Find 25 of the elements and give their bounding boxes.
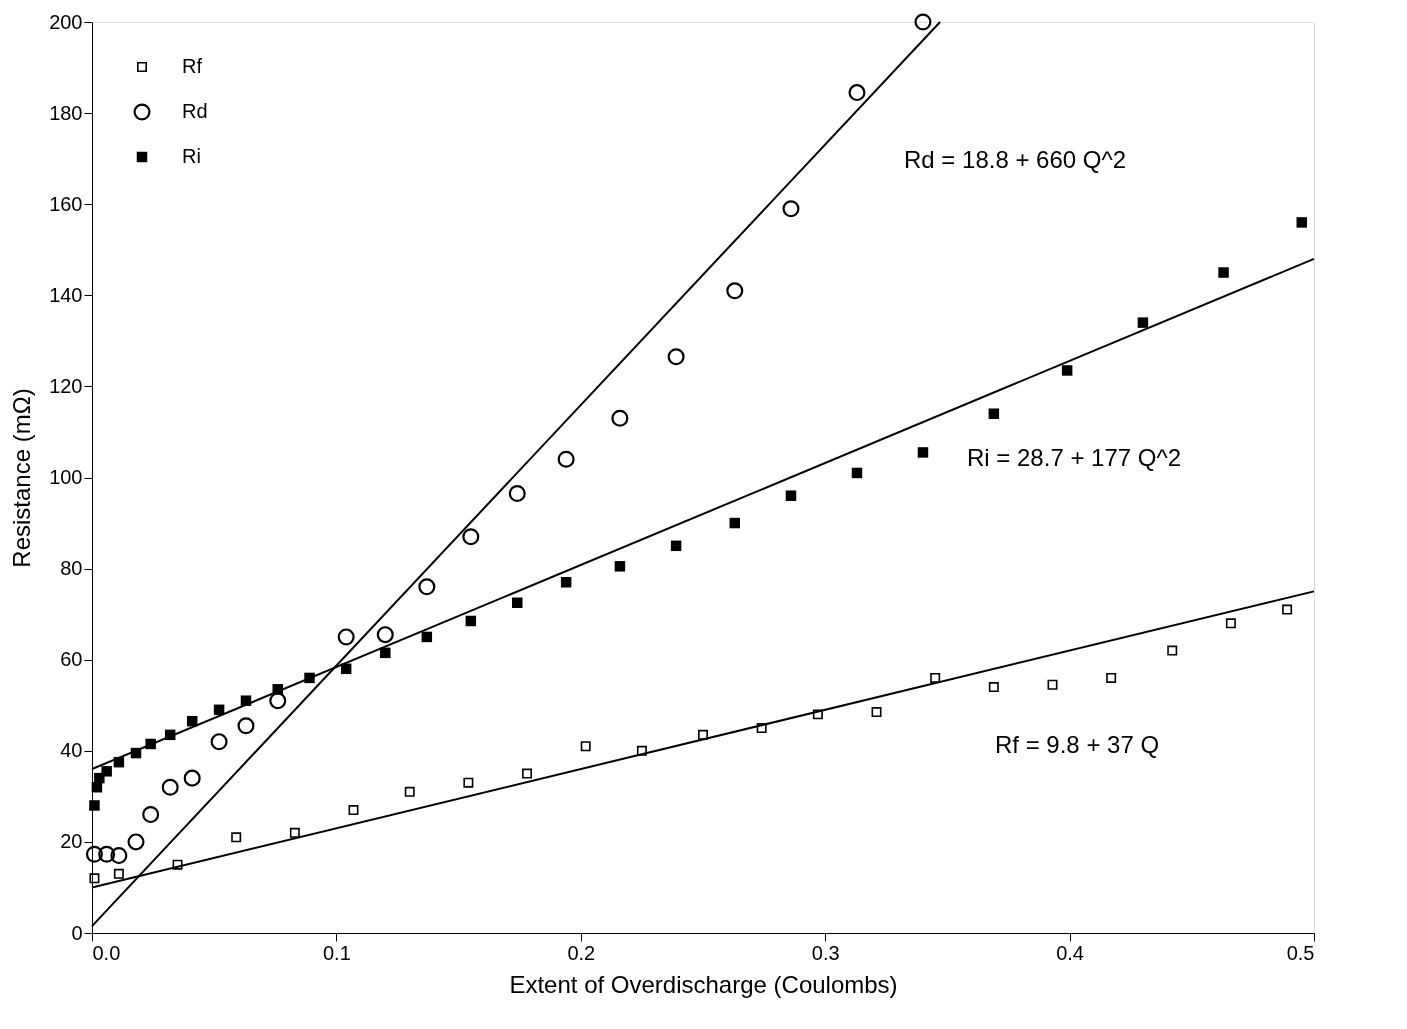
y-tick-label: 80 (60, 557, 83, 580)
y-tick-label: 60 (60, 648, 83, 671)
annotation: Ri = 28.7 + 177 Q^2 (967, 444, 1182, 471)
y-tick-label: 40 (60, 739, 83, 762)
y-tick-label: 140 (49, 283, 83, 306)
x-tick-label: 0.5 (1286, 941, 1315, 964)
y-tick-label: 180 (49, 101, 83, 124)
y-tick-label: 20 (60, 830, 83, 853)
legend-label: Rd (182, 100, 208, 122)
annotation: Rf = 9.8 + 37 Q (995, 731, 1160, 758)
x-axis-title: Extent of Overdischarge (Coulombs) (509, 970, 898, 998)
annotation: Rd = 18.8 + 660 Q^2 (904, 146, 1127, 173)
y-tick-label: 0 (71, 921, 83, 944)
y-tick-label: 100 (49, 466, 83, 488)
y-tick-label: 200 (49, 10, 83, 33)
x-tick-label: 0.1 (322, 941, 351, 964)
y-tick-label: 120 (49, 374, 83, 397)
legend-label: Rf (182, 55, 203, 77)
y-tick-label: 160 (49, 192, 83, 215)
legend-label: Ri (182, 145, 201, 167)
x-tick-label: 0.0 (92, 941, 121, 964)
x-tick-label: 0.4 (1056, 941, 1085, 964)
y-axis-title: Resistance (mΩ) (8, 388, 36, 568)
x-tick-label: 0.3 (811, 941, 840, 964)
x-tick-label: 0.2 (567, 941, 596, 964)
